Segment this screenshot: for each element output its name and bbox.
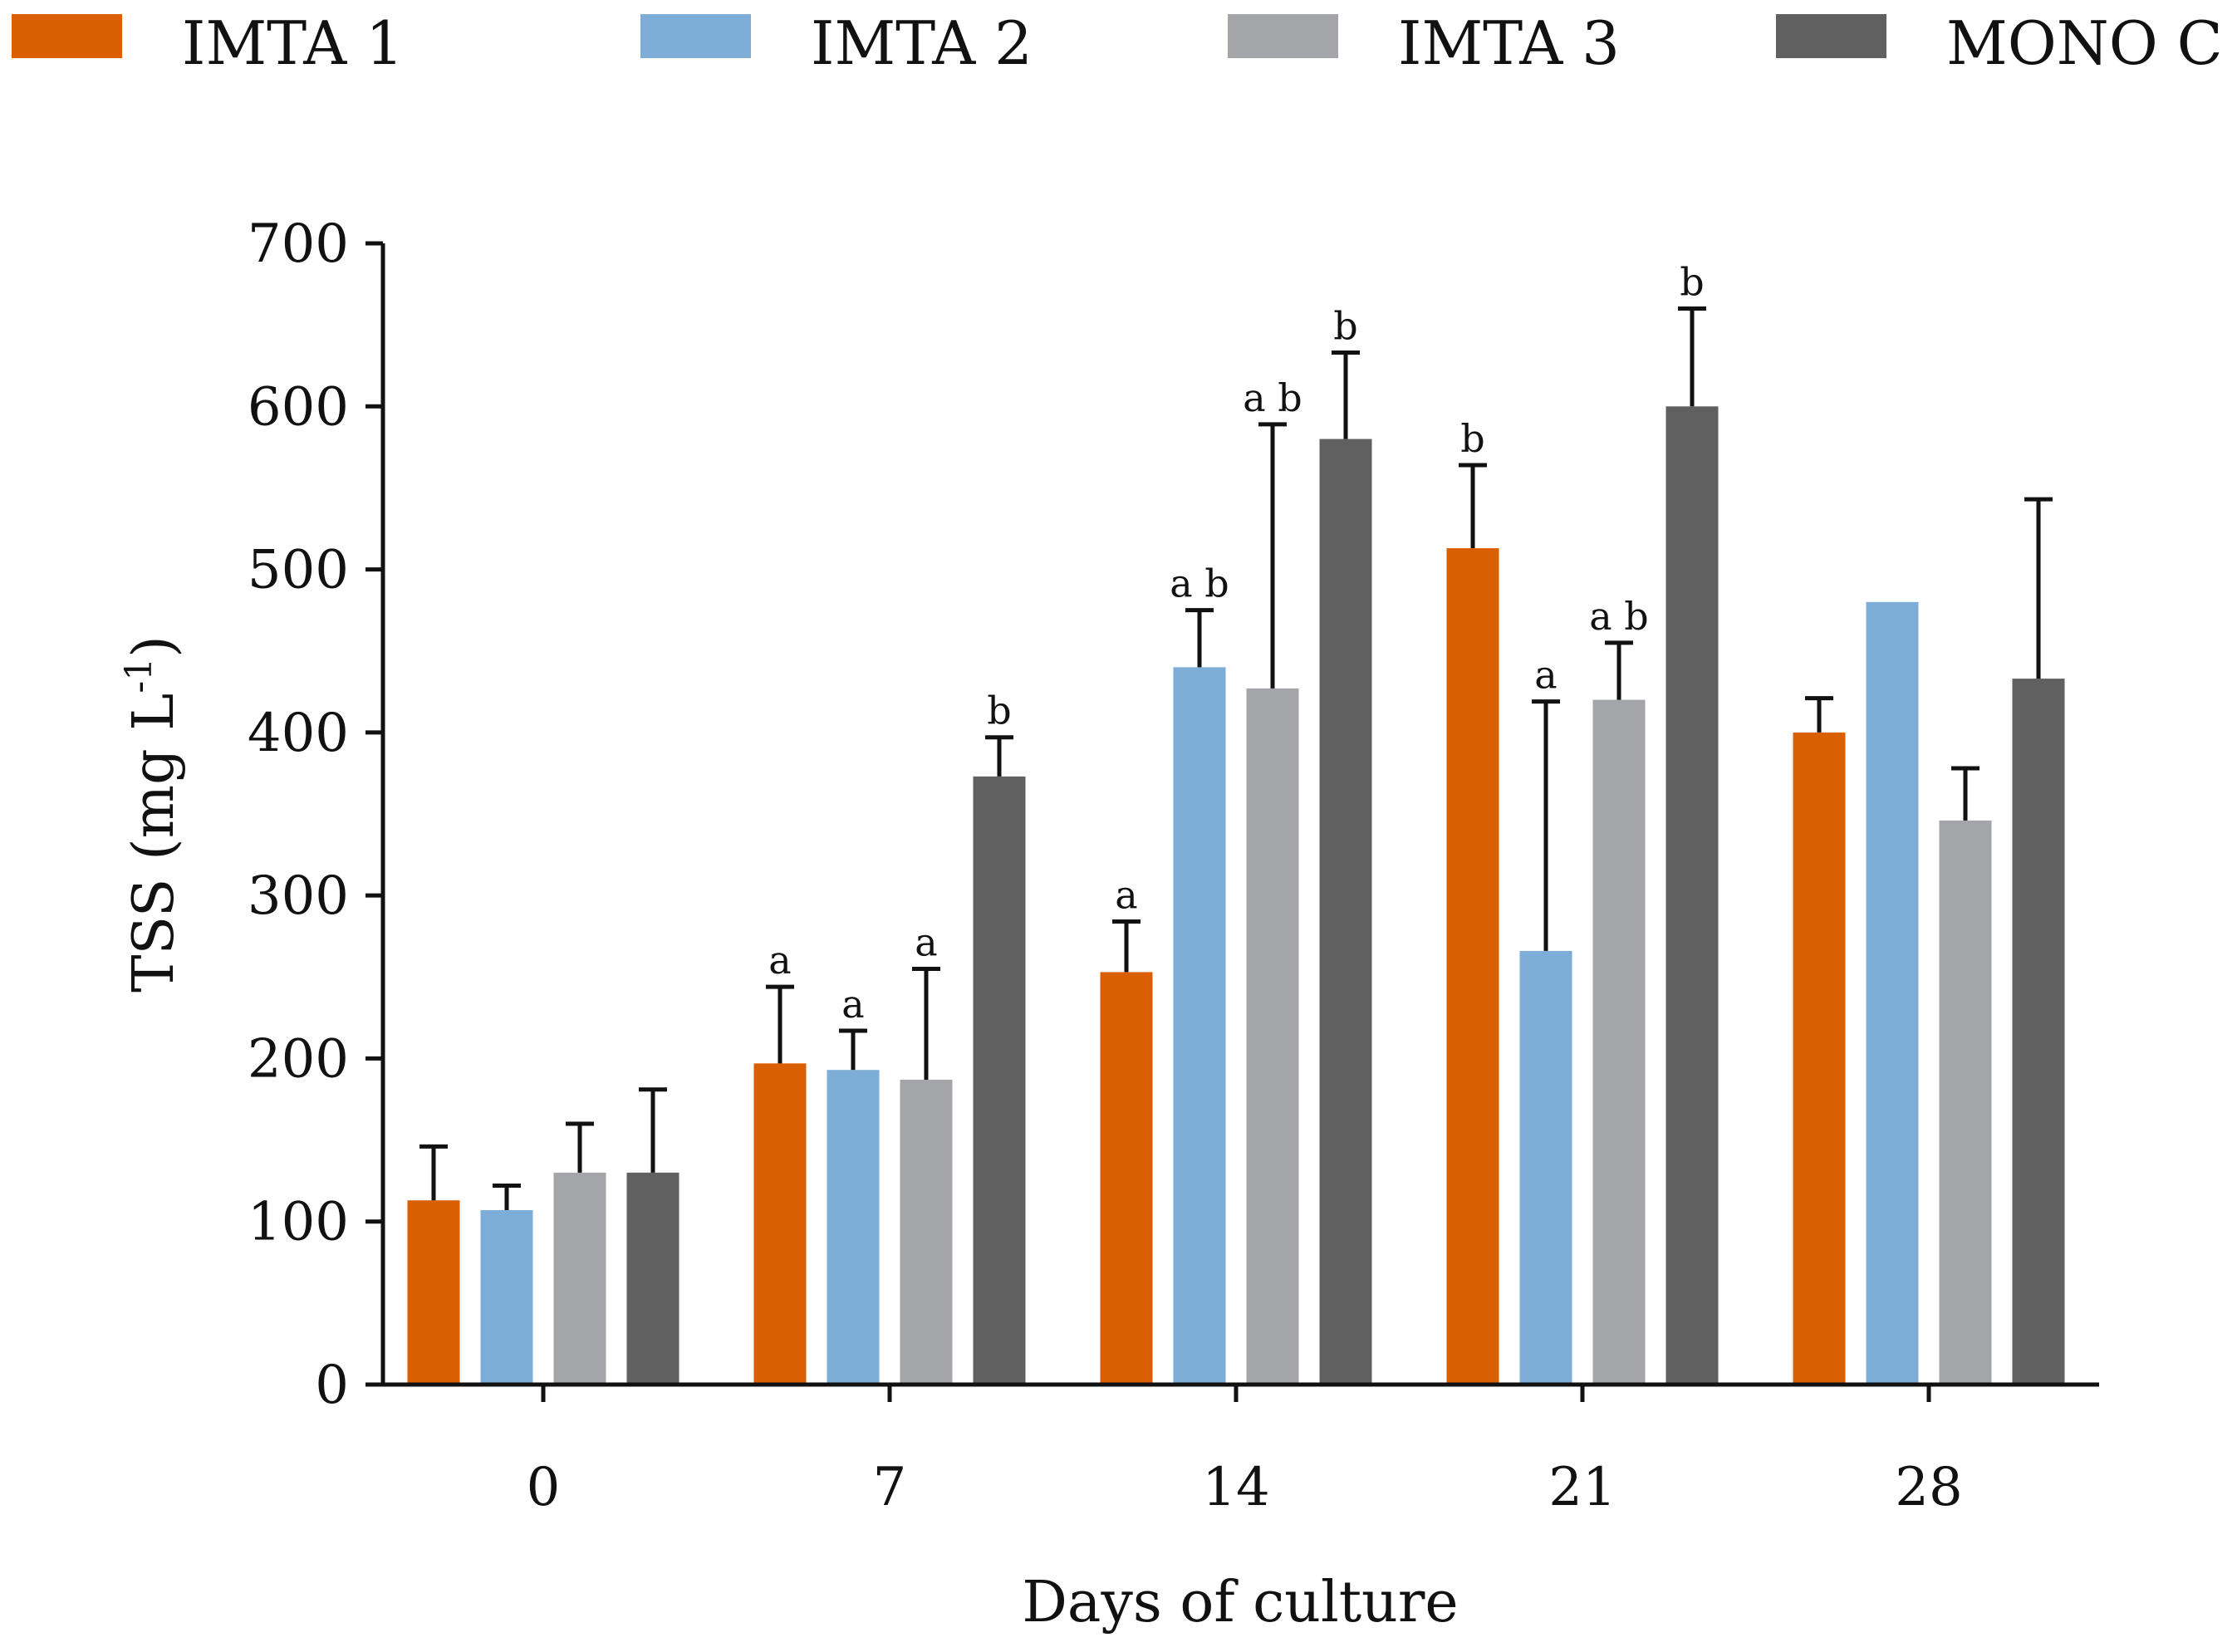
legend-label-mono-c: MONO C (1946, 8, 2223, 78)
bar-imta-1-day-21 (1446, 548, 1499, 1385)
x-axis-title: Days of culture (1022, 1570, 1458, 1635)
bar-imta-3-day-28 (1939, 820, 1992, 1385)
sig-label-mono-c-day-14: b (1333, 304, 1357, 349)
legend-label-imta-1: IMTA 1 (182, 8, 404, 78)
sig-label-imta-2-day-7: a (841, 982, 864, 1027)
y-axis-title-superscript: -1 (118, 658, 160, 694)
sig-label-imta-1-day-14: a (1115, 873, 1137, 918)
x-tick-label-7: 7 (873, 1457, 907, 1518)
y-axis-title-main: TSS (mg L (121, 694, 187, 993)
legend: IMTA 1 IMTA 2 IMTA 3 MONO C (12, 8, 2223, 78)
y-tick-label-200: 200 (248, 1028, 349, 1090)
x-tick-label-14: 14 (1202, 1457, 1269, 1518)
bar-imta-2-day-14 (1173, 667, 1226, 1385)
sig-label-imta-1-day-21: b (1460, 416, 1484, 461)
bar-mono-c-day-14 (1319, 439, 1372, 1385)
bars-layer (407, 406, 2065, 1385)
legend-label-imta-2: IMTA 2 (811, 8, 1033, 78)
y-tick-label-400: 400 (248, 703, 349, 764)
legend-swatch-mono-c (1776, 14, 1886, 58)
sig-label-imta-3-day-21: a b (1589, 594, 1649, 639)
y-tick-label-500: 500 (248, 540, 349, 601)
y-tick-label-100: 100 (248, 1192, 349, 1253)
y-ticks: 0 100 200 300 400 500 600 700 (248, 213, 383, 1416)
error-bars-layer (419, 306, 2053, 1210)
y-axis-title: TSS (mg L-1) (118, 635, 187, 993)
sig-label-imta-1-day-7: a (768, 938, 791, 983)
sig-label-mono-c-day-7: b (987, 689, 1011, 733)
legend-label-imta-3: IMTA 3 (1398, 8, 1620, 78)
significance-labels-layer: a a b a a b a a a b a b b b b (768, 260, 1704, 1027)
y-tick-label-700: 700 (248, 213, 349, 275)
x-ticks: 0 7 14 21 28 (527, 1385, 1963, 1518)
sig-label-imta-3-day-14: a b (1243, 375, 1302, 420)
y-tick-label-300: 300 (248, 865, 349, 927)
bar-imta-3-day-0 (553, 1172, 606, 1385)
bar-mono-c-day-21 (1665, 406, 1719, 1385)
sig-label-imta-3-day-7: a (915, 919, 937, 964)
legend-swatch-imta-3 (1228, 14, 1338, 58)
sig-label-imta-2-day-21: a (1534, 653, 1557, 698)
bar-mono-c-day-7 (973, 776, 1026, 1385)
bar-imta-2-day-7 (827, 1070, 880, 1385)
bar-imta-2-day-0 (480, 1209, 533, 1385)
legend-swatch-imta-2 (640, 14, 751, 58)
y-axis-title-close: ) (121, 635, 187, 658)
bar-imta-1-day-0 (407, 1200, 460, 1385)
y-tick-label-0: 0 (315, 1355, 349, 1416)
bar-imta-1-day-14 (1100, 972, 1153, 1385)
sig-label-mono-c-day-21: b (1680, 260, 1704, 305)
bar-imta-2-day-28 (1866, 601, 1919, 1385)
bar-mono-c-day-28 (2012, 679, 2065, 1385)
x-tick-label-28: 28 (1895, 1457, 1962, 1518)
bar-imta-1-day-28 (1793, 732, 1846, 1385)
bar-imta-3-day-21 (1592, 699, 1646, 1385)
bar-imta-2-day-21 (1519, 950, 1572, 1385)
sig-label-imta-2-day-14: a b (1170, 561, 1229, 606)
bar-mono-c-day-0 (626, 1172, 679, 1385)
legend-swatch-imta-1 (12, 14, 122, 58)
y-tick-label-600: 600 (248, 376, 349, 438)
x-tick-label-21: 21 (1548, 1457, 1616, 1518)
axes (380, 243, 2099, 1387)
bar-imta-3-day-14 (1246, 688, 1299, 1385)
bar-imta-1-day-7 (753, 1063, 807, 1385)
x-tick-label-0: 0 (527, 1457, 561, 1518)
bar-imta-3-day-7 (900, 1079, 953, 1385)
